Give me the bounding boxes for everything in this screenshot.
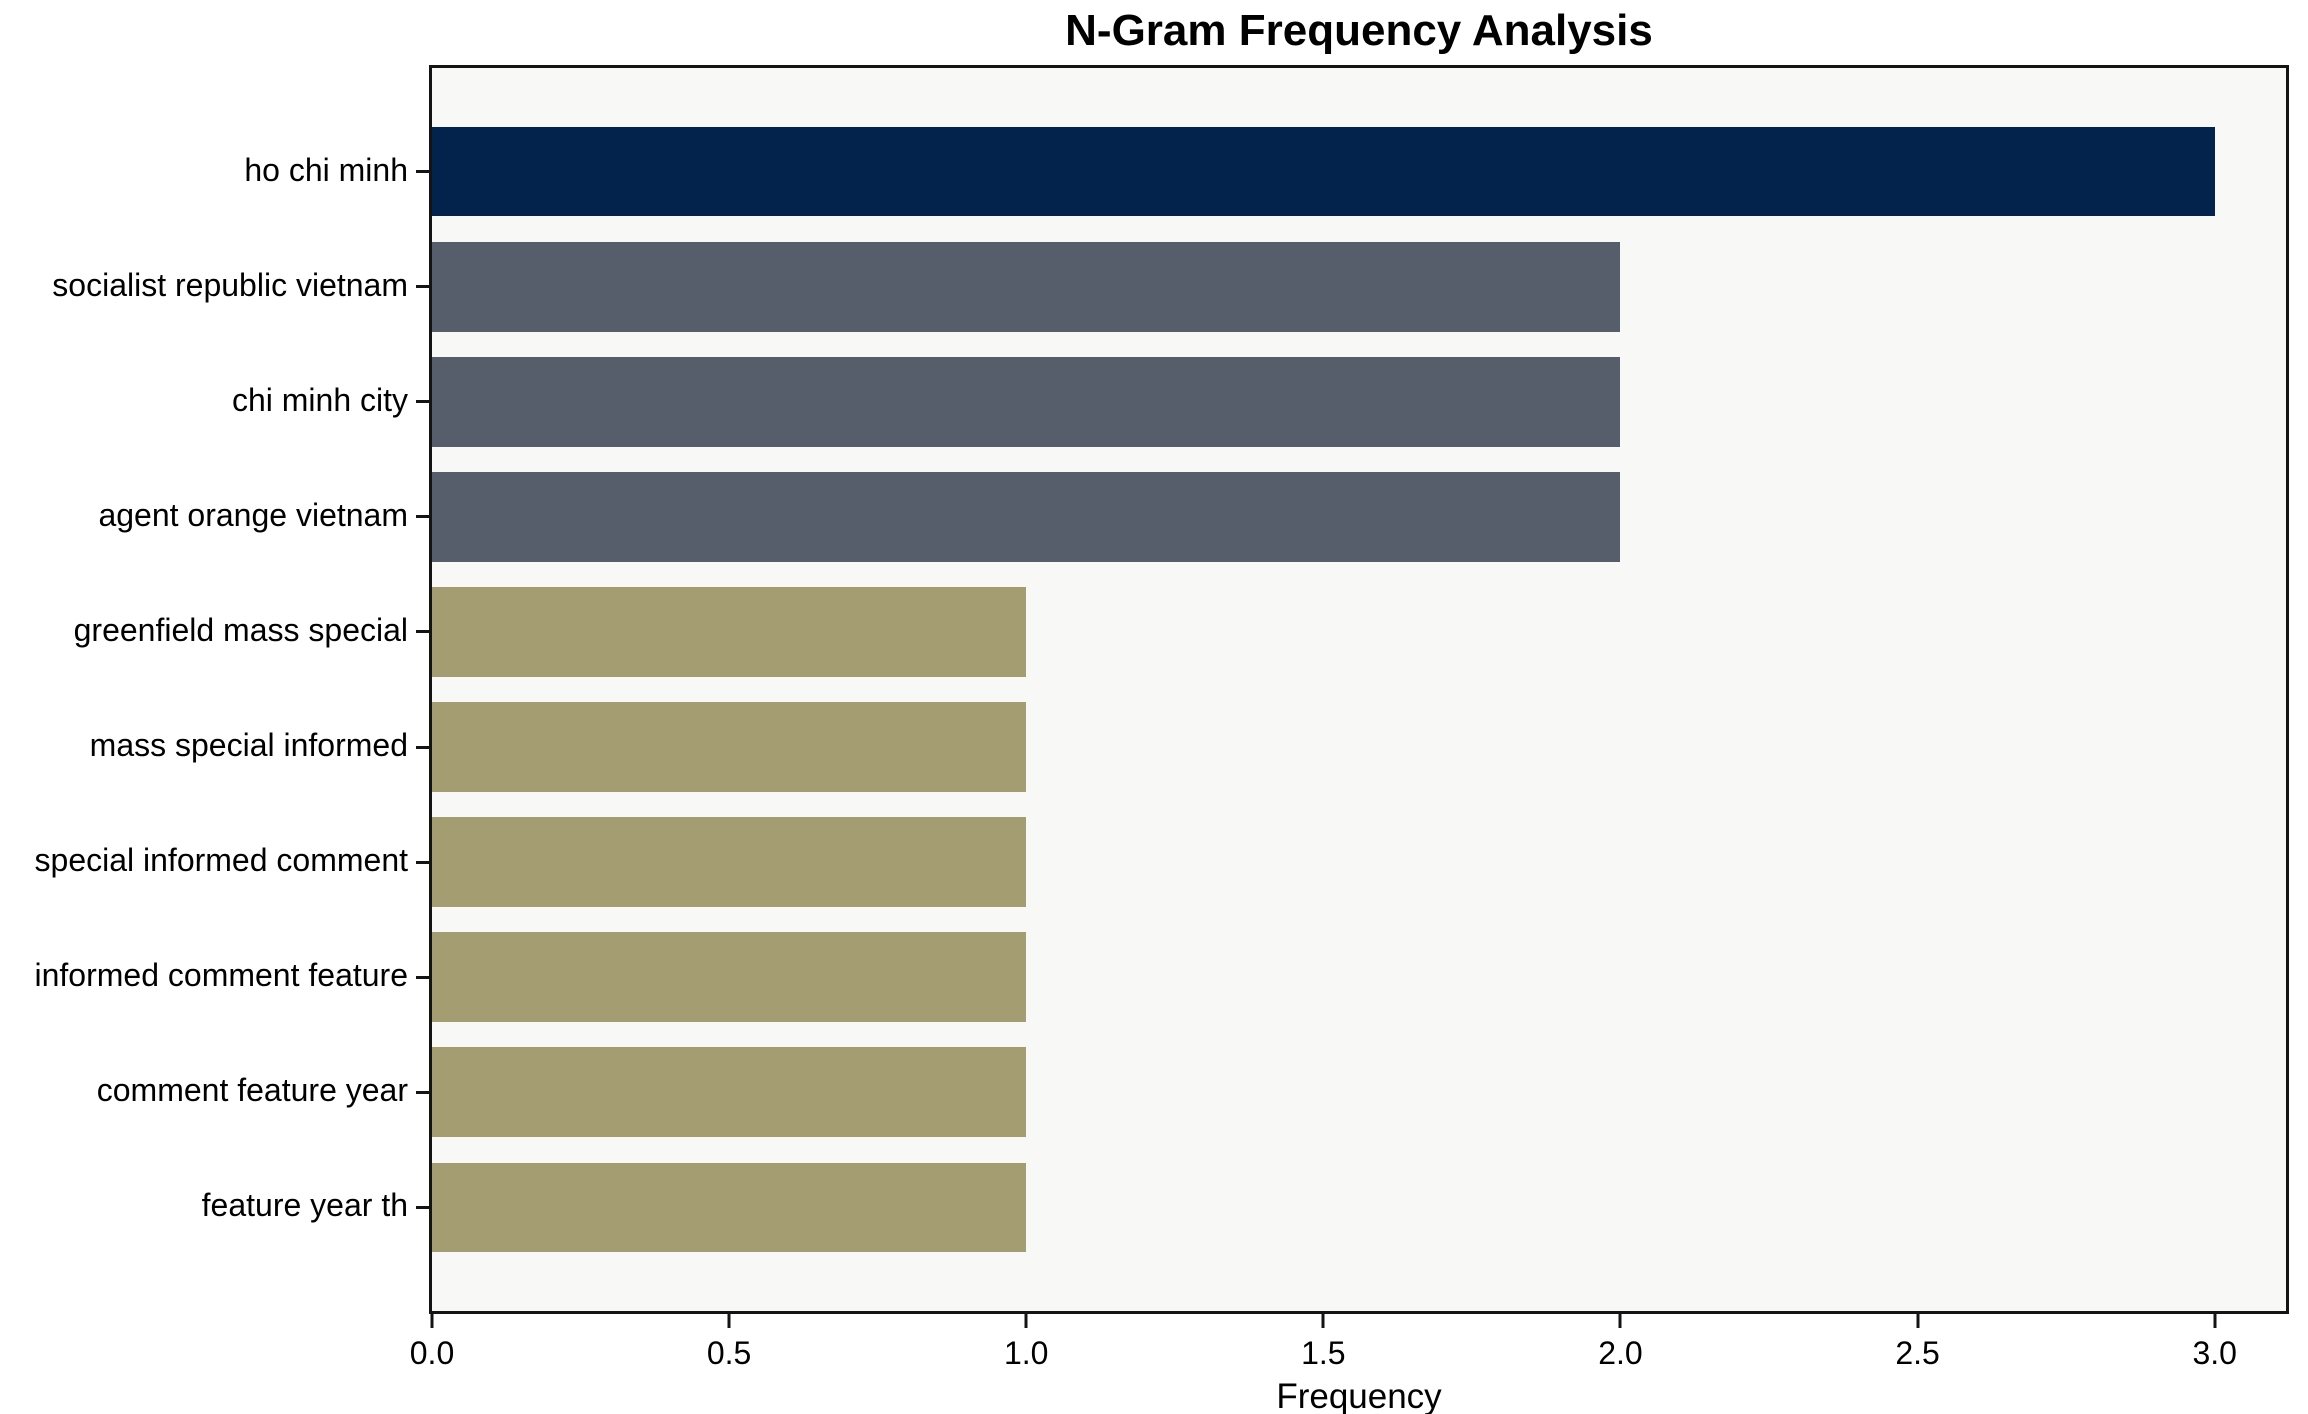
y-tick-mark xyxy=(416,400,432,404)
y-tick-label: socialist republic vietnam xyxy=(52,266,408,303)
y-tick-label: agent orange vietnam xyxy=(98,496,408,533)
x-tick-mark xyxy=(1916,1314,1920,1328)
bar xyxy=(432,932,1027,1023)
x-tick-label: 2.0 xyxy=(1598,1335,1643,1371)
x-tick-label: 3.0 xyxy=(2192,1335,2237,1371)
y-tick-label: informed comment feature xyxy=(34,957,409,994)
y-tick-label: chi minh city xyxy=(231,381,408,418)
y-tick-label: feature year th xyxy=(201,1187,408,1224)
x-tick-label: 2.5 xyxy=(1895,1335,1940,1371)
x-tick-mark xyxy=(1024,1314,1028,1328)
x-tick-mark xyxy=(1618,1314,1622,1328)
bar xyxy=(432,817,1027,908)
y-tick-mark xyxy=(416,975,432,979)
x-tick-label: 1.5 xyxy=(1301,1335,1346,1371)
x-tick-mark xyxy=(430,1314,434,1328)
y-tick-mark xyxy=(416,285,432,289)
y-tick-mark xyxy=(416,745,432,749)
bar xyxy=(432,241,1621,332)
y-tick-label: special informed comment xyxy=(34,842,408,879)
x-axis-label: Frequency xyxy=(1276,1377,1442,1414)
bar xyxy=(432,587,1027,677)
x-tick-label: 1.0 xyxy=(1003,1335,1049,1371)
plot-area: N-Gram Frequency Analysis ho chi minh soc… xyxy=(35,6,2289,1414)
y-tick-mark xyxy=(416,1205,432,1209)
y-tick-label: comment feature year xyxy=(96,1072,408,1109)
bar xyxy=(432,126,2215,217)
y-tick-mark xyxy=(416,515,432,519)
y-tick-mark xyxy=(416,170,432,174)
bar xyxy=(432,471,1621,562)
y-tick-mark xyxy=(416,860,432,864)
y-tick-label: ho chi minh xyxy=(244,151,408,188)
x-tick-mark xyxy=(2213,1314,2217,1328)
y-tick-label: mass special informed xyxy=(89,727,408,764)
x-tick-label: 0.5 xyxy=(706,1335,752,1371)
y-tick-mark xyxy=(416,1090,432,1094)
chart-title: N-Gram Frequency Analysis xyxy=(1065,6,1653,55)
x-tick-mark xyxy=(727,1314,731,1328)
bar xyxy=(432,702,1027,792)
y-tick-label: greenfield mass special xyxy=(73,611,408,648)
x-tick-label: 0.0 xyxy=(409,1335,455,1371)
bar xyxy=(432,356,1621,447)
bar xyxy=(432,1047,1027,1138)
bar xyxy=(432,1162,1027,1253)
y-tick-mark xyxy=(416,630,432,634)
x-tick-mark xyxy=(1321,1314,1325,1328)
